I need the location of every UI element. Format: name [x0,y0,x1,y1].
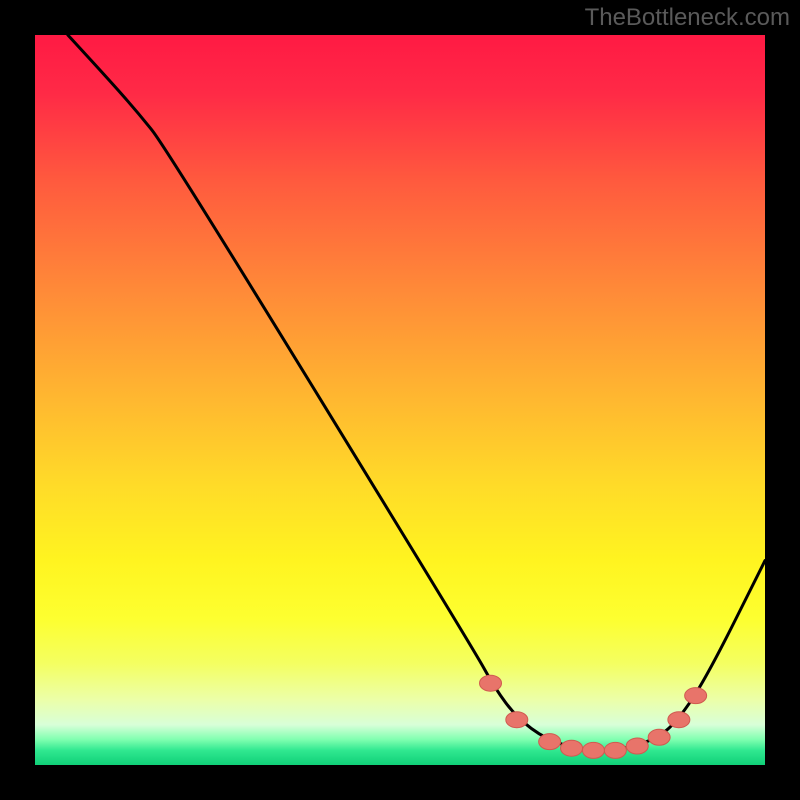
data-marker [539,734,561,750]
data-markers [480,675,707,758]
curve-layer [35,35,765,765]
data-marker [626,738,648,754]
data-marker [480,675,502,691]
bottleneck-curve [68,35,765,750]
data-marker [648,729,670,745]
chart-container: TheBottleneck.com [0,0,800,800]
attribution-text: TheBottleneck.com [585,4,790,32]
data-marker [582,742,604,758]
data-marker [668,712,690,728]
data-marker [685,688,707,704]
data-marker [604,742,626,758]
data-marker [561,740,583,756]
data-marker [506,712,528,728]
plot-area [35,35,765,765]
